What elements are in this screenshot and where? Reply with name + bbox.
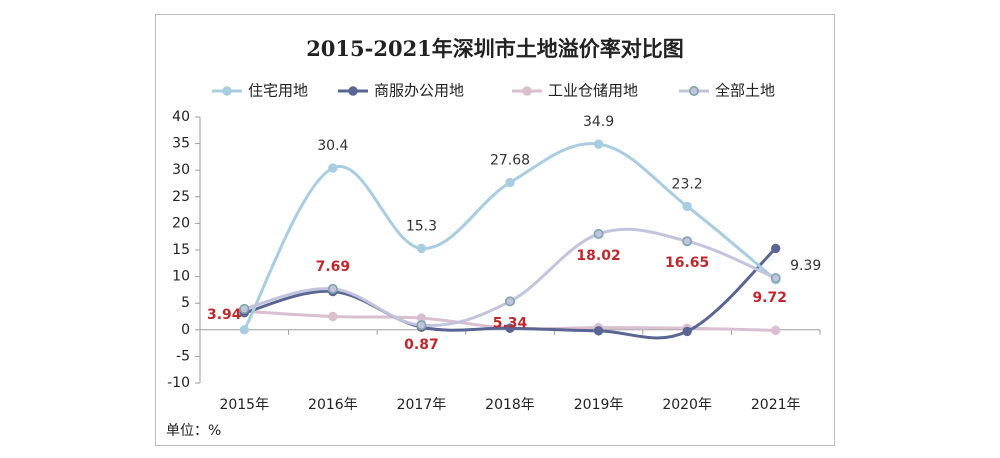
- data-label: 9.72: [752, 290, 787, 306]
- y-tick-label: 40: [172, 109, 190, 125]
- data-point: [682, 326, 692, 337]
- legend-label: 商服办公用地: [374, 82, 464, 100]
- x-tick-label: 2015年: [219, 397, 269, 413]
- data-label: 16.65: [665, 255, 709, 271]
- data-point: [328, 163, 338, 173]
- data-point: [593, 326, 604, 336]
- data-point: [682, 236, 693, 247]
- data-point: [682, 201, 692, 212]
- data-point: [327, 283, 338, 294]
- data-label: 3.94: [207, 307, 242, 323]
- data-point: [771, 325, 781, 336]
- data-point: [505, 323, 515, 333]
- y-tick-label: 35: [172, 136, 190, 152]
- data-point: [239, 303, 250, 314]
- data-point: [504, 296, 515, 307]
- x-tick-label: 2020年: [662, 397, 712, 413]
- x-tick-label: 2019年: [574, 397, 624, 413]
- y-tick-label: 10: [172, 269, 190, 285]
- legend-swatch-marker: [222, 86, 232, 96]
- x-tick-label: 2017年: [397, 397, 447, 413]
- data-point: [770, 273, 781, 284]
- x-tick-label: 2016年: [308, 397, 358, 413]
- legend-swatch-marker: [348, 86, 358, 96]
- x-tick-label: 2018年: [485, 397, 535, 413]
- legend-swatch-marker: [522, 86, 532, 96]
- data-point: [771, 243, 781, 254]
- data-label: 15.3: [406, 218, 437, 234]
- legend-swatch-marker: [688, 86, 699, 97]
- data-label: 27.68: [490, 153, 530, 169]
- y-tick-label: 5: [181, 295, 190, 311]
- data-label: 9.39: [790, 258, 821, 274]
- y-tick-label: 20: [172, 215, 190, 231]
- chart-title: 2015-2021年深圳市土地溢价率对比图: [306, 36, 684, 61]
- data-point: [239, 325, 249, 335]
- data-point: [505, 177, 515, 188]
- series-line: [242, 227, 778, 327]
- chart-frame: 2015-2021年深圳市土地溢价率对比图: [155, 14, 835, 446]
- legend-label: 住宅用地: [248, 82, 308, 100]
- legend-label: 工业仓储用地: [548, 82, 638, 100]
- data-point: [593, 139, 604, 149]
- y-tick-label: 30: [172, 162, 190, 178]
- y-tick-label: 0: [181, 322, 190, 338]
- y-tick-label: 15: [172, 242, 190, 258]
- data-label: 23.2: [672, 176, 703, 192]
- data-point: [328, 311, 338, 322]
- legend-label: 全部土地: [715, 82, 775, 100]
- x-tick-label: 2021年: [751, 397, 801, 413]
- unit-label: 单位：%: [166, 423, 222, 439]
- data-label: 0.87: [404, 337, 439, 353]
- data-label: 30.4: [317, 138, 348, 154]
- y-tick-label: -5: [176, 348, 190, 364]
- y-tick-label: -10: [167, 375, 190, 391]
- data-point: [416, 320, 427, 331]
- data-label: 34.9: [583, 114, 614, 130]
- data-point: [593, 228, 604, 239]
- y-tick-label: 25: [172, 189, 190, 205]
- data-label: 7.69: [316, 259, 351, 275]
- data-label: 18.02: [576, 248, 620, 264]
- data-label: 5.34: [493, 315, 528, 331]
- data-point: [416, 243, 427, 254]
